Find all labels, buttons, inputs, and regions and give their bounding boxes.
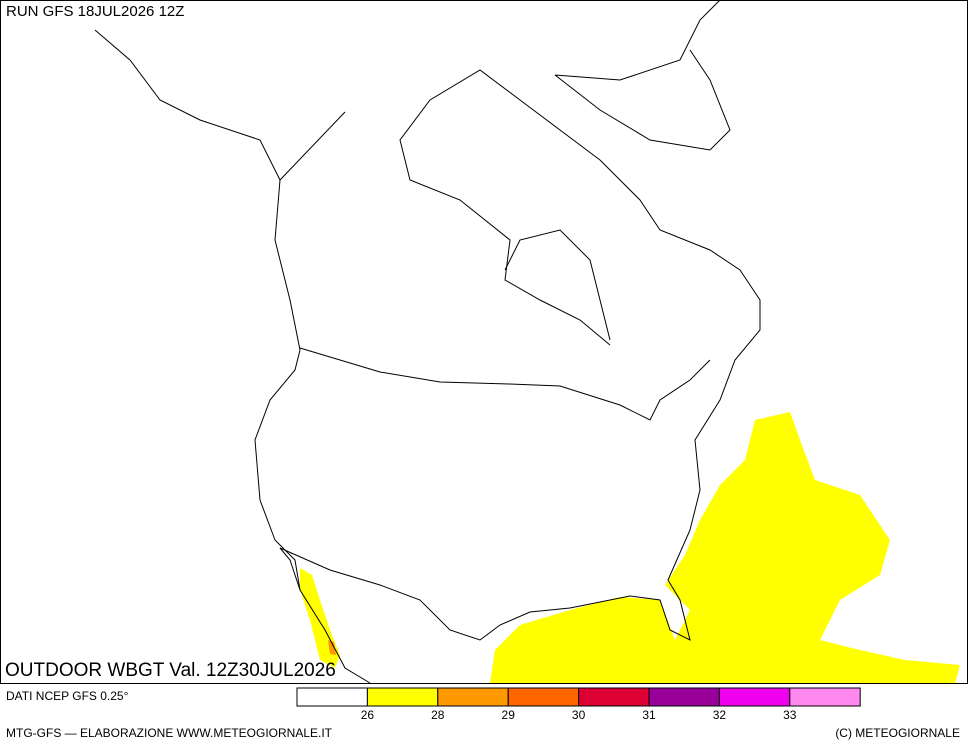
wbgt-area-orange bbox=[328, 640, 336, 655]
colorbar-label: 32 bbox=[713, 708, 727, 722]
colorbar-box bbox=[578, 687, 650, 707]
colorbar-box bbox=[366, 687, 439, 707]
colorbar-box bbox=[718, 687, 791, 707]
map-title: OUTDOOR WBGT Val. 12Z30JUL2026 bbox=[5, 660, 336, 681]
border-mexico bbox=[279, 547, 301, 591]
coast-greenland bbox=[554, 0, 731, 151]
colorbar-box bbox=[296, 687, 368, 707]
coastlines bbox=[94, 0, 761, 684]
wbgt-fields bbox=[300, 412, 960, 683]
colorbar-label: 30 bbox=[572, 708, 586, 722]
footer-credit: MTG-GFS — ELABORAZIONE WWW.METEOGIORNALE… bbox=[6, 726, 333, 740]
colorbar-box bbox=[507, 687, 580, 707]
border-us-canada bbox=[299, 347, 711, 421]
colorbar-box bbox=[437, 687, 509, 707]
colorbar-label: 28 bbox=[431, 708, 445, 722]
border-alaska bbox=[279, 111, 346, 181]
colorbar: 26 28 29 30 31 32 33 bbox=[296, 687, 861, 722]
colorbar-label: 31 bbox=[642, 708, 656, 722]
wbgt-area-atlantic bbox=[490, 412, 960, 683]
coast-hudson bbox=[504, 229, 611, 341]
coast-east bbox=[279, 69, 761, 641]
footer-copyright: (C) METEOGIORNALE bbox=[835, 726, 960, 740]
colorbar-label: 26 bbox=[361, 708, 375, 722]
data-source: DATI NCEP GFS 0.25° bbox=[6, 689, 129, 703]
colorbar-label: 33 bbox=[783, 708, 797, 722]
colorbar-box bbox=[648, 687, 720, 707]
run-label: RUN GFS 18JUL2026 12Z bbox=[6, 3, 184, 20]
colorbar-label: 29 bbox=[502, 708, 516, 722]
colorbar-box bbox=[789, 687, 861, 707]
